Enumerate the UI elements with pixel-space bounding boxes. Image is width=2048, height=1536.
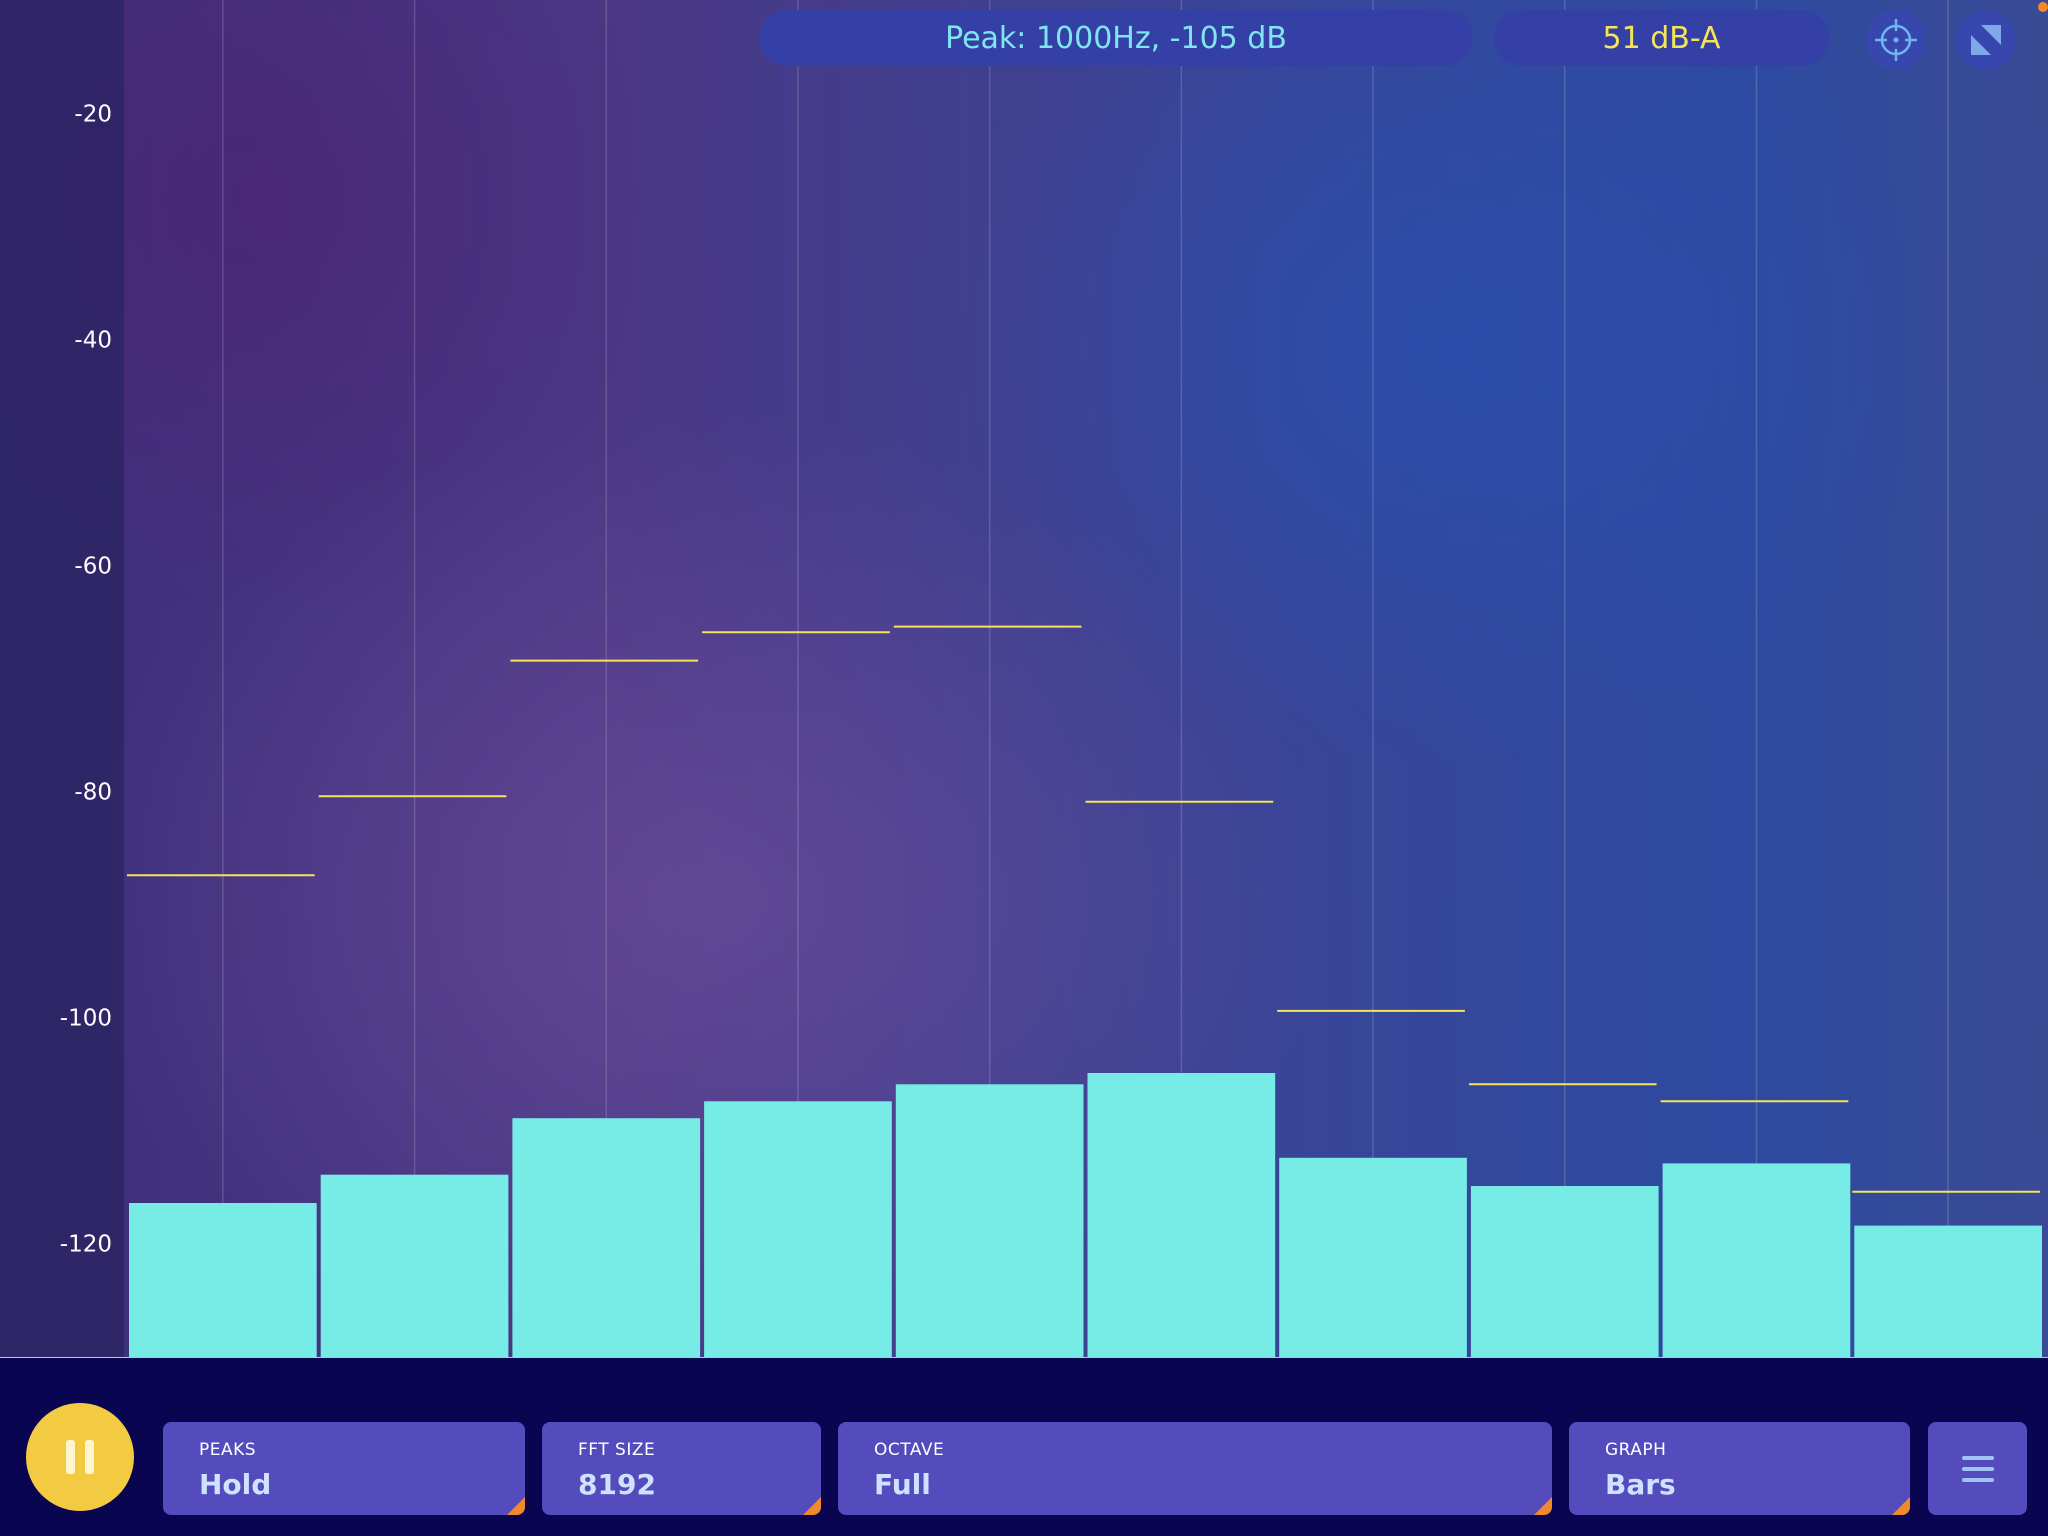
spectrum-bar <box>512 1118 701 1358</box>
target-button[interactable] <box>1866 10 1926 70</box>
peaks-label: PEAKS <box>199 1440 257 1460</box>
spectrum-bar <box>129 1203 317 1358</box>
y-tick-label: -20 <box>74 102 112 128</box>
y-tick-label: -60 <box>74 554 112 580</box>
sound-level-readout: 51 dB-A <box>1494 10 1829 66</box>
graph-value: Bars <box>1605 1468 1676 1501</box>
octave-label: OCTAVE <box>874 1440 945 1460</box>
y-tick-label: -80 <box>74 780 112 806</box>
spectrum-bar <box>1279 1157 1467 1358</box>
spectrum-graph: -20 -40 -60 -80 -100 -120 <box>0 0 2048 1358</box>
spectrum-bar <box>1662 1163 1851 1358</box>
spectrum-bar <box>1470 1186 1659 1358</box>
fft-size-value: 8192 <box>578 1468 656 1501</box>
expand-button[interactable] <box>1956 10 2016 70</box>
y-tick-label: -120 <box>60 1232 112 1258</box>
y-tick-label: -100 <box>60 1006 112 1032</box>
spectrum-bar <box>895 1084 1084 1358</box>
hamburger-menu-icon <box>1961 1455 1994 1482</box>
peaks-selector[interactable]: PEAKS Hold <box>163 1422 525 1515</box>
expand-icon <box>1971 25 2001 55</box>
spectrum-chart: -20 -40 -60 -80 -100 -120 <box>60 0 2042 1358</box>
graph-type-selector[interactable]: GRAPH Bars <box>1569 1422 1910 1515</box>
dropdown-corner-indicator <box>507 1497 525 1515</box>
spectrum-bar <box>1087 1073 1276 1358</box>
y-tick-label: -40 <box>74 328 112 354</box>
pause-icon <box>61 1440 99 1474</box>
x-axis-line <box>0 1357 2048 1358</box>
peaks-value: Hold <box>199 1468 272 1501</box>
spectrum-bar <box>320 1174 509 1358</box>
peak-readout: Peak: 1000Hz, -105 dB <box>759 10 1473 66</box>
spectrum-bar <box>1854 1225 2042 1358</box>
menu-button[interactable] <box>1928 1422 2027 1515</box>
octave-selector[interactable]: OCTAVE Full <box>838 1422 1552 1515</box>
notification-dot <box>2038 2 2048 12</box>
dropdown-corner-indicator <box>803 1497 821 1515</box>
y-axis-strip <box>0 0 124 1358</box>
fft-size-label: FFT SIZE <box>578 1440 656 1460</box>
octave-value: Full <box>874 1468 931 1501</box>
pause-button[interactable] <box>26 1403 134 1511</box>
graph-label: GRAPH <box>1605 1440 1667 1460</box>
crosshair-icon <box>1875 19 1917 61</box>
spectrum-bar <box>704 1101 892 1358</box>
fft-size-selector[interactable]: FFT SIZE 8192 <box>542 1422 821 1515</box>
dropdown-corner-indicator <box>1892 1497 1910 1515</box>
dropdown-corner-indicator <box>1534 1497 1552 1515</box>
